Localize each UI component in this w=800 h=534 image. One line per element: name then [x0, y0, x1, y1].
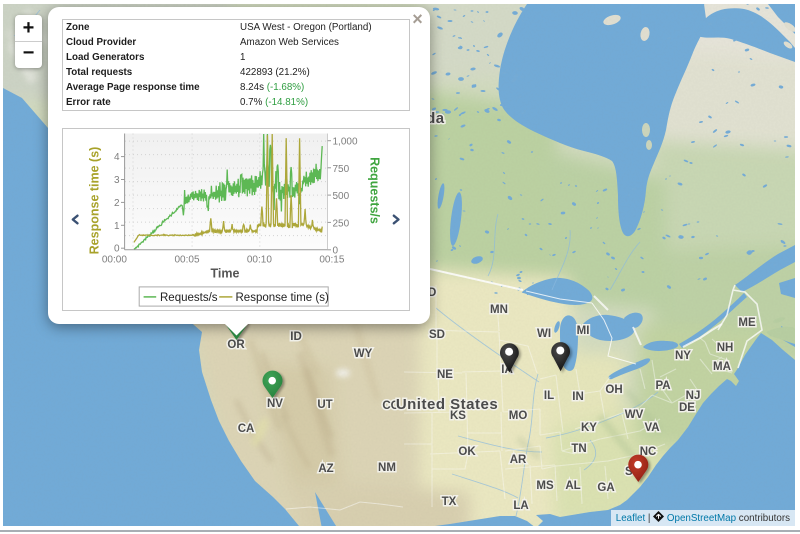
svg-text:4: 4 — [114, 152, 120, 163]
svg-text:PA: PA — [655, 380, 670, 392]
svg-text:CA: CA — [238, 423, 255, 435]
svg-text:MI: MI — [577, 325, 590, 337]
svg-text:Response time (s): Response time (s) — [236, 291, 329, 303]
svg-text:Time: Time — [211, 266, 240, 280]
svg-text:1: 1 — [114, 220, 120, 231]
svg-text:00:05: 00:05 — [174, 254, 199, 265]
svg-text:SD: SD — [429, 329, 445, 341]
svg-text:AL: AL — [565, 480, 580, 492]
svg-text:00:15: 00:15 — [319, 254, 344, 265]
svg-text:500: 500 — [333, 191, 350, 202]
svg-text:MN: MN — [490, 304, 508, 316]
svg-text:MS: MS — [536, 480, 554, 492]
svg-text:NY: NY — [675, 350, 691, 362]
svg-text:0: 0 — [333, 245, 339, 256]
svg-text:United States: United States — [396, 396, 498, 413]
svg-text:00:10: 00:10 — [247, 254, 272, 265]
svg-text:NC: NC — [640, 446, 657, 458]
svg-text:ME: ME — [738, 317, 756, 329]
svg-text:3: 3 — [114, 175, 120, 186]
svg-text:1,000: 1,000 — [333, 136, 358, 147]
svg-text:0: 0 — [114, 243, 120, 254]
svg-text:DE: DE — [679, 402, 695, 414]
svg-text:OK: OK — [458, 446, 476, 458]
svg-text:TN: TN — [571, 443, 586, 455]
svg-text:MA: MA — [713, 361, 731, 373]
svg-text:MO: MO — [509, 410, 528, 422]
svg-text:00:00: 00:00 — [102, 254, 127, 265]
svg-text:NE: NE — [437, 369, 453, 381]
svg-text:IN: IN — [572, 391, 584, 403]
svg-text:IL: IL — [544, 390, 554, 402]
svg-text:WI: WI — [537, 328, 551, 340]
svg-text:NV: NV — [267, 398, 283, 410]
svg-text:NM: NM — [378, 462, 396, 474]
svg-text:NH: NH — [717, 342, 734, 354]
svg-text:NJ: NJ — [686, 390, 701, 402]
svg-text:TX: TX — [442, 496, 457, 508]
svg-text:Requests/s: Requests/s — [160, 291, 218, 303]
svg-text:WV: WV — [625, 409, 644, 421]
svg-text:UT: UT — [317, 399, 332, 411]
svg-text:KS: KS — [450, 410, 466, 422]
svg-text:250: 250 — [333, 218, 350, 229]
svg-text:LA: LA — [513, 500, 528, 512]
svg-text:WY: WY — [354, 348, 373, 360]
svg-text:2: 2 — [114, 197, 120, 208]
svg-text:Response time (s): Response time (s) — [88, 146, 102, 254]
svg-text:VA: VA — [644, 422, 659, 434]
svg-text:KY: KY — [581, 422, 597, 434]
svg-text:CO: CO — [382, 400, 399, 412]
svg-text:OR: OR — [227, 339, 245, 351]
svg-text:ID: ID — [290, 331, 302, 343]
svg-text:GA: GA — [597, 482, 614, 494]
svg-text:Requests/s: Requests/s — [368, 157, 382, 224]
svg-text:AR: AR — [510, 454, 527, 466]
svg-text:750: 750 — [333, 163, 350, 174]
svg-text:AZ: AZ — [318, 463, 333, 475]
svg-text:OH: OH — [605, 384, 622, 396]
